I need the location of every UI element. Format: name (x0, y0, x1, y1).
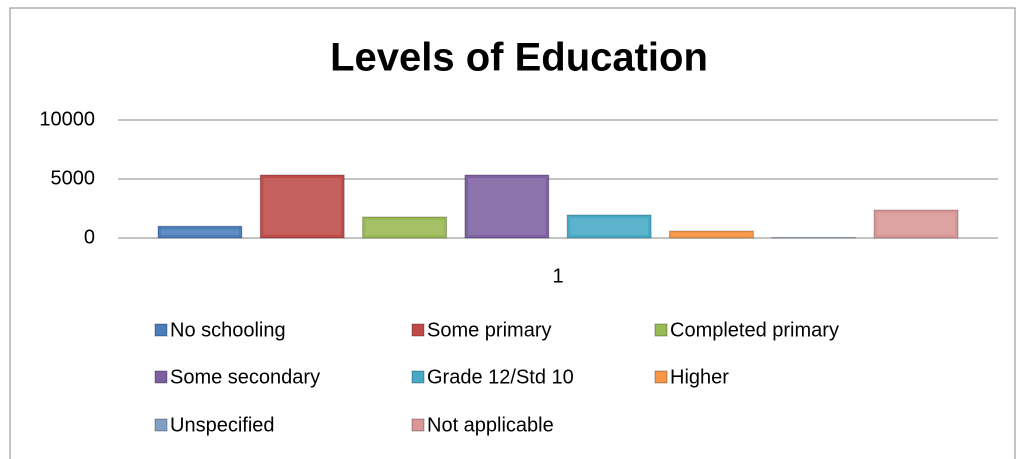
legend-swatch (411, 323, 425, 337)
bar-bevel (467, 177, 546, 235)
bar (464, 174, 550, 239)
legend-label: Unspecified (170, 414, 275, 436)
bar (157, 225, 243, 239)
bar (362, 216, 447, 239)
bar (771, 236, 857, 239)
bar (259, 174, 345, 239)
bar (566, 214, 652, 239)
bar-bevel (365, 219, 444, 235)
legend-label: Grade 12/Std 10 (427, 366, 574, 388)
legend-label: Not applicable (427, 414, 554, 436)
legend-swatch (154, 418, 168, 432)
bar-bevel (672, 234, 751, 235)
legend-swatch (654, 323, 668, 337)
legend-swatch (411, 370, 425, 384)
legend-swatch (154, 323, 168, 337)
bar-bevel (161, 229, 239, 235)
x-tick-label: 1 (552, 265, 563, 287)
bar-bevel (263, 177, 342, 235)
legend-swatch (654, 370, 668, 384)
bar (669, 230, 754, 239)
bar-bevel (570, 217, 649, 235)
legend-swatch (411, 418, 425, 432)
legend-label: No schooling (170, 319, 286, 341)
legend-swatch (154, 370, 168, 384)
legend-label: Some primary (427, 319, 551, 341)
chart-title: Levels of Education (330, 36, 708, 80)
legend-label: Higher (670, 366, 729, 388)
legend-label: Completed primary (670, 319, 839, 341)
legend-label: Some secondary (170, 366, 320, 388)
y-tick-label: 10000 (39, 108, 95, 130)
bar-bevel (877, 213, 955, 235)
bar (873, 209, 959, 239)
y-tick-label: 5000 (51, 167, 96, 189)
y-tick-label: 0 (84, 226, 95, 248)
